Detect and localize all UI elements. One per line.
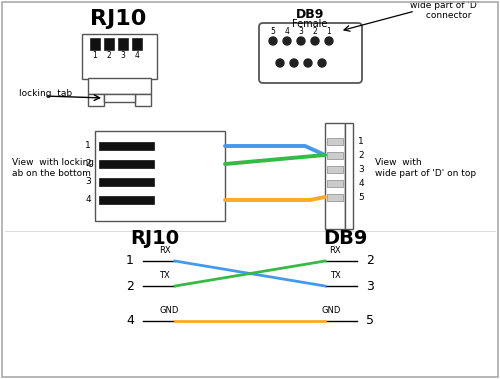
Text: 1: 1	[358, 136, 364, 146]
Circle shape	[304, 59, 312, 67]
Text: 5: 5	[270, 27, 276, 36]
Text: RX: RX	[330, 246, 341, 255]
Bar	[104, 38, 114, 50]
Text: TX: TX	[159, 271, 170, 280]
Bar	[88, 78, 151, 94]
Circle shape	[283, 37, 291, 45]
Text: 4: 4	[358, 179, 364, 188]
Text: View  with locking
ab on the bottom: View with locking ab on the bottom	[12, 158, 94, 178]
FancyBboxPatch shape	[259, 23, 362, 83]
Text: 3: 3	[366, 279, 374, 293]
Text: RJ10: RJ10	[130, 230, 180, 249]
Circle shape	[318, 59, 326, 67]
Text: GND: GND	[322, 306, 341, 315]
Text: locking  tab: locking tab	[19, 89, 72, 99]
Text: 1: 1	[85, 141, 91, 150]
Text: 1: 1	[326, 27, 332, 36]
Bar	[104, 94, 135, 102]
Bar	[90, 38, 100, 50]
Bar	[99, 196, 154, 204]
Text: 4: 4	[134, 50, 140, 60]
Text: 4: 4	[284, 27, 290, 36]
Circle shape	[276, 59, 284, 67]
Text: 2: 2	[126, 279, 134, 293]
Text: 3: 3	[85, 177, 91, 186]
Circle shape	[269, 37, 277, 45]
Text: 2: 2	[85, 160, 91, 169]
Circle shape	[297, 37, 305, 45]
Bar	[327, 194, 343, 201]
Text: 3: 3	[358, 164, 364, 174]
Bar	[135, 94, 151, 106]
Text: 5: 5	[366, 315, 374, 327]
Bar	[118, 38, 128, 50]
Text: Female: Female	[292, 19, 328, 29]
Bar	[99, 178, 154, 186]
Text: View  with
wide part of 'D' on top: View with wide part of 'D' on top	[375, 158, 476, 178]
Text: 1: 1	[92, 50, 98, 60]
Text: 4: 4	[85, 196, 91, 205]
Text: 2: 2	[106, 50, 112, 60]
Bar	[327, 180, 343, 187]
Circle shape	[311, 37, 319, 45]
Text: 5: 5	[358, 193, 364, 202]
Circle shape	[325, 37, 333, 45]
Text: wide part of 'D': wide part of 'D'	[410, 2, 480, 11]
Text: GND: GND	[159, 306, 178, 315]
Text: DB9: DB9	[296, 8, 324, 20]
Bar	[327, 152, 343, 159]
Bar	[82, 34, 157, 79]
Bar	[99, 142, 154, 150]
Bar	[132, 38, 142, 50]
Text: 4: 4	[126, 315, 134, 327]
Text: connector: connector	[423, 11, 471, 19]
Text: 2: 2	[312, 27, 318, 36]
Text: RX: RX	[159, 246, 170, 255]
Bar	[327, 138, 343, 145]
Bar	[327, 166, 343, 173]
Text: 2: 2	[366, 255, 374, 268]
Circle shape	[290, 59, 298, 67]
Bar	[345, 123, 353, 229]
Bar	[88, 94, 104, 106]
Text: RJ10: RJ10	[90, 9, 146, 29]
Text: DB9: DB9	[323, 230, 367, 249]
Bar	[99, 160, 154, 168]
Bar	[325, 123, 345, 229]
Text: 3: 3	[120, 50, 126, 60]
Bar	[95, 131, 225, 221]
Text: 2: 2	[358, 150, 364, 160]
Text: 1: 1	[126, 255, 134, 268]
Text: 3: 3	[298, 27, 304, 36]
Text: TX: TX	[330, 271, 341, 280]
